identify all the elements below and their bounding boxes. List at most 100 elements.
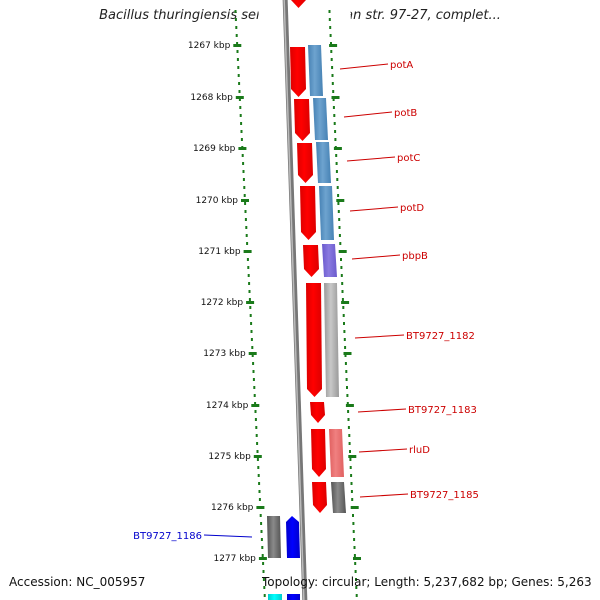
scale-dot bbox=[343, 338, 346, 341]
scale-dot bbox=[236, 58, 239, 61]
scale-dot bbox=[252, 362, 255, 365]
gene-label: BT9727_1182 bbox=[406, 331, 475, 342]
scale-tick-right bbox=[343, 352, 352, 355]
scale-tick-left bbox=[241, 199, 249, 202]
scale-dot bbox=[347, 410, 350, 413]
scale-tick-right bbox=[341, 301, 350, 304]
scale-dot bbox=[256, 442, 259, 445]
scale-dot bbox=[334, 138, 337, 141]
scale-label: 1273 kbp bbox=[203, 349, 246, 359]
scale-dot bbox=[255, 426, 258, 429]
gene-track-bar bbox=[331, 482, 346, 513]
scale-dot bbox=[355, 578, 357, 581]
gene-label-leader bbox=[354, 334, 405, 339]
scale-tick-right bbox=[331, 96, 340, 99]
scale-dot bbox=[345, 370, 348, 373]
gene-label: pbpB bbox=[402, 251, 428, 262]
scale-dot bbox=[336, 186, 339, 189]
accession-label: Accession: NC_005957 bbox=[9, 575, 146, 589]
scale-dot bbox=[261, 546, 264, 549]
scale-dot bbox=[355, 594, 358, 597]
scale-dot bbox=[351, 498, 354, 501]
scale-axis: 1267 kbp 1268 kbp 1269 kbp 1270 kbp 1271 kbp… bbox=[188, 41, 361, 564]
scale-label: 1275 kbp bbox=[208, 452, 251, 462]
scale-dot bbox=[240, 138, 243, 141]
scale-dot bbox=[349, 458, 352, 461]
scale-dot bbox=[254, 402, 257, 405]
gene-track-bar bbox=[322, 244, 337, 277]
scale-dot bbox=[258, 490, 261, 493]
scale-dot bbox=[250, 338, 253, 341]
scale-dot bbox=[354, 570, 357, 573]
scale-dot bbox=[243, 186, 246, 189]
scale-dot bbox=[242, 162, 245, 165]
scale-tick-right bbox=[336, 199, 345, 202]
scale-dot bbox=[340, 266, 343, 269]
red-gene-arrow bbox=[303, 245, 319, 277]
scale-dot bbox=[335, 162, 338, 165]
scale-dot bbox=[249, 306, 252, 309]
scale-dot bbox=[353, 546, 356, 549]
scale-dot bbox=[333, 122, 336, 125]
scale-dot bbox=[256, 458, 259, 461]
scale-dot bbox=[244, 202, 247, 205]
scale-label: 1276 kbp bbox=[211, 503, 254, 513]
gene-label-leader bbox=[203, 534, 253, 538]
scale-dot bbox=[239, 106, 242, 109]
scale-dot bbox=[257, 474, 260, 477]
scale-tick-left bbox=[238, 147, 247, 150]
scale-dot bbox=[330, 58, 333, 61]
scale-label: 1271 kbp bbox=[198, 247, 241, 257]
scale-dot bbox=[347, 426, 350, 429]
genome-summary: Topology: circular; Length: 5,237,682 bp… bbox=[262, 575, 592, 589]
scale-dot bbox=[247, 266, 250, 269]
red-gene-arrow bbox=[311, 429, 326, 477]
scale-label: 1274 kbp bbox=[206, 401, 249, 411]
scale-tick-left bbox=[248, 352, 257, 355]
scale-dot bbox=[258, 482, 261, 485]
scale-label: 1272 kbp bbox=[201, 298, 244, 308]
scale-dot bbox=[328, 10, 331, 13]
scale-dot bbox=[337, 210, 340, 213]
scale-dot bbox=[339, 242, 342, 245]
scale-tick-right bbox=[338, 250, 347, 253]
gene-label-leader bbox=[357, 408, 407, 413]
scale-dot bbox=[249, 314, 252, 317]
scale-dot bbox=[248, 298, 251, 301]
red-gene-arrow bbox=[290, 0, 306, 8]
scale-dot bbox=[254, 410, 257, 413]
scale-tick-right bbox=[350, 506, 359, 509]
scale-dot bbox=[343, 330, 346, 333]
scale-dot bbox=[248, 290, 251, 293]
scale-dot bbox=[260, 538, 263, 541]
scale-dot bbox=[353, 554, 356, 557]
scale-dot bbox=[333, 114, 336, 117]
scale-dot bbox=[352, 522, 355, 525]
scale-dot bbox=[350, 482, 353, 485]
scale-label: 1270 kbp bbox=[196, 196, 239, 206]
scale-dot bbox=[248, 282, 251, 285]
blue-gene-arrow bbox=[286, 516, 300, 558]
scale-dot bbox=[255, 434, 258, 437]
scale-dot bbox=[235, 34, 238, 37]
gene-track-bar bbox=[287, 594, 300, 600]
scale-label: 1268 kbp bbox=[190, 93, 233, 103]
scale-label: 1267 kbp bbox=[188, 41, 231, 51]
scale-dot bbox=[251, 346, 254, 349]
scale-dot bbox=[242, 178, 245, 181]
red-gene-arrow bbox=[306, 283, 322, 397]
scale-dot bbox=[253, 386, 256, 389]
scale-dot bbox=[252, 378, 255, 381]
scale-dot bbox=[260, 522, 263, 525]
scale-dot bbox=[241, 154, 244, 157]
scale-dot bbox=[349, 450, 351, 453]
scale-dot bbox=[338, 226, 341, 229]
scale-tick-right bbox=[329, 44, 338, 47]
scale-tick-right bbox=[353, 557, 361, 560]
scale-dot bbox=[329, 34, 332, 37]
scale-tick-left bbox=[253, 455, 262, 458]
scale-dot bbox=[252, 370, 255, 373]
scale-dot bbox=[262, 570, 265, 573]
scale-dot bbox=[246, 242, 249, 245]
